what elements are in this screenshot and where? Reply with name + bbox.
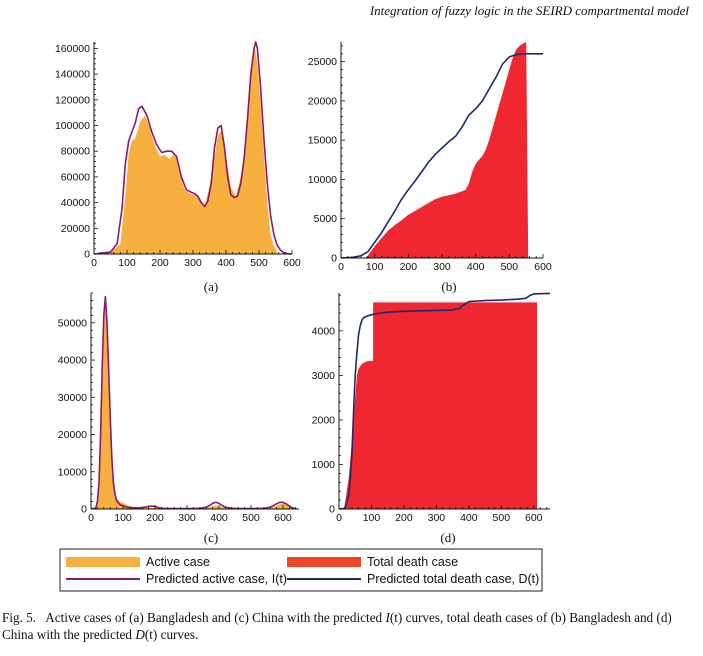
- y-tick-label-a: 100000: [55, 120, 90, 132]
- chart-panel-a: 0 100 200 300 400 500 600 0 20000 40000 60000 80000…: [55, 41, 301, 269]
- x-tick-label-c: 300: [178, 512, 196, 524]
- x-tick-label-a: 200: [151, 257, 169, 269]
- area-series-d: [339, 302, 537, 509]
- y-tick-label-a: 80000: [61, 146, 90, 158]
- y-tick-label-d: 3000: [312, 370, 336, 382]
- area-series-a: [94, 48, 278, 255]
- y-tick-label-b: 10000: [308, 174, 337, 186]
- y-tick-label-c: 40000: [58, 355, 87, 367]
- y-tick-label-d: 4000: [312, 325, 336, 337]
- legend-swatch-active: [66, 557, 140, 567]
- x-tick-label-b: 400: [467, 261, 485, 273]
- caption-label: Fig. 5.: [2, 610, 37, 625]
- caption-symbol-d: D: [135, 627, 145, 642]
- x-tick-label-c: 500: [242, 512, 260, 524]
- x-tick-label-d: 400: [460, 512, 478, 524]
- line-series-a: [93, 41, 293, 255]
- y-tick-label-a: 0: [84, 249, 90, 261]
- line-series-d: [338, 292, 551, 510]
- x-tick-label-a: 600: [283, 257, 301, 269]
- y-tick-label-b: 20000: [308, 95, 337, 107]
- y-tick-label-b: 25000: [308, 56, 337, 68]
- x-tick-label-c: 600: [274, 512, 292, 524]
- y-tick-label-d: 2000: [312, 414, 336, 426]
- running-head: Integration of fuzzy logic in the SEIRD …: [369, 3, 689, 18]
- panel-label-a: (a): [204, 279, 218, 294]
- x-tick-label-d: 200: [395, 512, 413, 524]
- y-tick-label-a: 160000: [55, 43, 90, 55]
- figure-5: 0 100 200 300 400 500 600020000400006000080000…: [55, 41, 552, 592]
- y-tick-label-b: 15000: [308, 135, 337, 147]
- legend-label-death: Total death case: [367, 555, 458, 569]
- y-tick-label-c: 30000: [58, 392, 87, 404]
- x-tick-label-b: 500: [501, 261, 519, 273]
- chart-panel-c: 0 100 200 300 400 500 600 0 10000 20000 30000 40000…: [58, 292, 299, 524]
- y-tick-label-a: 40000: [61, 197, 90, 209]
- y-tick-label-d: 1000: [312, 459, 336, 471]
- x-tick-label-c: 100: [114, 512, 132, 524]
- caption-text-3: (t) curves.: [144, 627, 199, 642]
- caption-text-2: (t) curves, total death cases of (b) Ban…: [2, 610, 672, 642]
- panel-label-b: (b): [441, 279, 456, 294]
- x-tick-label-b: 600: [534, 261, 552, 273]
- line-series-b: [340, 53, 543, 259]
- legend: Active case Total death case Predicted a…: [59, 548, 543, 592]
- chart-panel-b: 0 100 200 300 400 500 600 0 5000 10000 15000 20000 2…: [308, 42, 552, 273]
- area-series-c: [91, 300, 296, 509]
- x-tick-label-c: 0: [88, 512, 94, 524]
- y-tick-label-c: 0: [81, 504, 87, 516]
- y-tick-label-b: 5000: [314, 213, 338, 225]
- x-tick-label-d: 300: [428, 512, 446, 524]
- x-tick-label-d: 500: [493, 512, 511, 524]
- panel-label-c: (c): [204, 530, 218, 545]
- caption-symbol-i: I: [385, 610, 390, 625]
- x-tick-label-d: 0: [336, 512, 342, 524]
- y-tick-label-d: 0: [329, 504, 335, 516]
- legend-swatch-death: [287, 557, 361, 567]
- x-tick-label-c: 200: [146, 512, 164, 524]
- legend-box: [59, 548, 543, 592]
- panel-label-d: (d): [440, 530, 455, 545]
- y-tick-label-b: 0: [331, 253, 337, 265]
- chart-panel-d: 0 100 200 300 400 500 600 0 1000 2000 3000 4000: [312, 292, 551, 524]
- x-tick-label-a: 300: [184, 257, 202, 269]
- y-tick-label-a: 60000: [61, 171, 90, 183]
- x-tick-label-b: 100: [366, 261, 384, 273]
- x-tick-label-d: 100: [363, 512, 381, 524]
- caption-text-1: Active cases of (a) Bangladesh and (c) C…: [45, 610, 386, 625]
- x-tick-label-a: 500: [250, 257, 268, 269]
- x-tick-label-b: 0: [338, 261, 344, 273]
- legend-label-pred-active: Predicted active case, I(t): [146, 572, 287, 586]
- legend-label-pred-death: Predicted total death case, D(t): [367, 572, 539, 586]
- y-tick-label-a: 20000: [61, 223, 90, 235]
- line-series-c: [90, 295, 296, 510]
- x-tick-label-c: 400: [210, 512, 228, 524]
- y-tick-label-c: 10000: [58, 466, 87, 478]
- legend-label-active: Active case: [146, 555, 210, 569]
- y-tick-label-a: 120000: [55, 94, 90, 106]
- figure-caption: Fig. 5. Active cases of (a) Bangladesh a…: [2, 609, 692, 643]
- area-series-b: [341, 42, 529, 258]
- x-tick-label-d: 600: [525, 512, 543, 524]
- x-tick-label-a: 100: [118, 257, 136, 269]
- x-tick-label-a: 0: [91, 257, 97, 269]
- x-tick-label-b: 300: [433, 261, 451, 273]
- x-tick-label-a: 400: [217, 257, 235, 269]
- y-tick-label-c: 50000: [58, 317, 87, 329]
- y-tick-label-c: 20000: [58, 429, 87, 441]
- y-tick-label-a: 140000: [55, 69, 90, 81]
- x-tick-label-b: 200: [400, 261, 418, 273]
